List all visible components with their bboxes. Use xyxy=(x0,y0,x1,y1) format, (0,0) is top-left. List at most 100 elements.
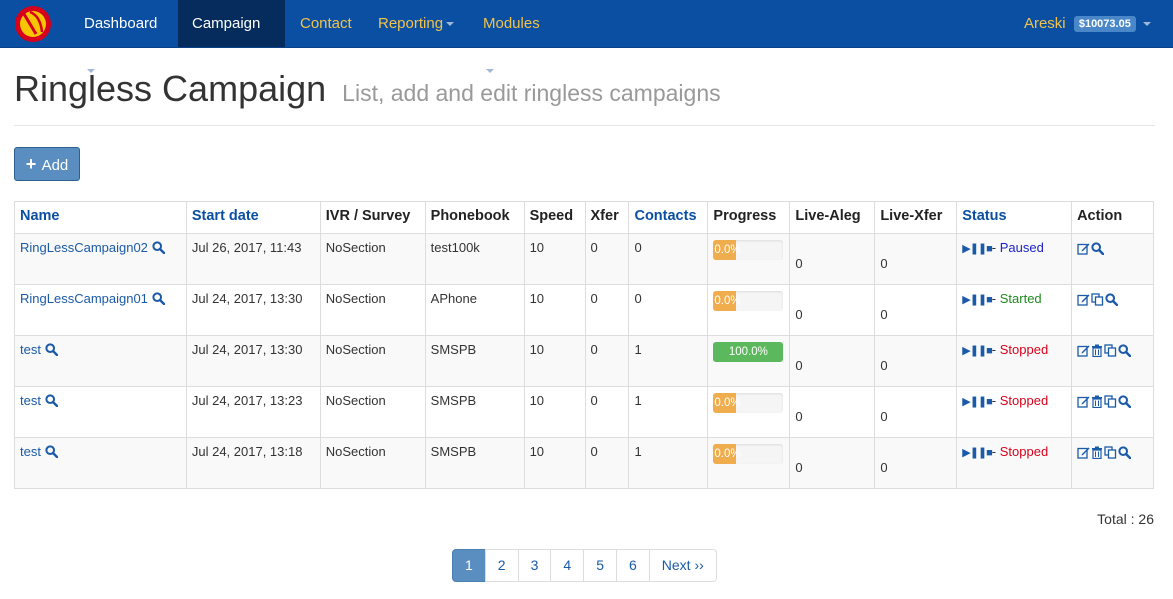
campaign-name-link[interactable]: test xyxy=(20,393,58,408)
search-icon[interactable] xyxy=(44,393,58,408)
edit-icon[interactable] xyxy=(1077,342,1091,357)
status-text: Paused xyxy=(999,240,1044,255)
search-icon[interactable] xyxy=(1118,342,1132,358)
pause-icon[interactable]: ❚❚ xyxy=(969,396,987,408)
pause-icon[interactable]: ❚❚ xyxy=(969,345,987,357)
progress-bar: 0.0% xyxy=(713,240,784,260)
column-header-status[interactable]: Status xyxy=(956,201,1073,234)
cell-action xyxy=(1071,437,1154,489)
campaign-name: test xyxy=(20,444,41,459)
trash-icon[interactable] xyxy=(1091,393,1104,409)
pause-icon[interactable]: ❚❚ xyxy=(969,294,987,306)
progress-text: 0.0% xyxy=(714,295,741,307)
cell-live-aleg: 0 xyxy=(789,335,876,387)
campaign-name-link[interactable]: RingLessCampaign01 xyxy=(20,291,165,306)
edit-icon[interactable] xyxy=(1077,393,1091,408)
campaign-name-link[interactable]: test xyxy=(20,342,58,357)
chevron-down-icon xyxy=(446,22,455,27)
progress-fill xyxy=(713,444,737,464)
trash-icon[interactable] xyxy=(1091,342,1104,358)
cell-contacts: 1 xyxy=(628,335,709,387)
search-icon[interactable] xyxy=(151,291,165,306)
nav-contact[interactable]: Contact xyxy=(286,0,364,47)
play-icon[interactable]: ▶ xyxy=(962,447,971,459)
cell-phonebook: SMSPB xyxy=(424,386,525,438)
cell-phonebook: test100k xyxy=(424,233,525,285)
search-icon[interactable] xyxy=(1118,393,1132,409)
search-icon[interactable] xyxy=(44,444,58,459)
cell-phonebook: SMSPB xyxy=(424,437,525,489)
campaign-name-link[interactable]: RingLessCampaign02 xyxy=(20,240,165,255)
column-header-action: Action xyxy=(1071,201,1154,234)
search-icon[interactable] xyxy=(1118,444,1132,460)
cell-xfer: 0 xyxy=(584,437,630,489)
column-header-live-aleg: Live-Aleg xyxy=(789,201,876,234)
cell-contacts: 0 xyxy=(628,284,709,336)
pause-icon[interactable]: ❚❚ xyxy=(969,243,987,255)
cell-start-date: Jul 24, 2017, 13:23 xyxy=(185,386,321,438)
page-4-button[interactable]: 4 xyxy=(550,549,585,582)
table-row: RingLessCampaign02 Jul 26, 2017, 11:43 No… xyxy=(14,233,1154,285)
page-6-button[interactable]: 6 xyxy=(615,549,650,582)
progress-text: 0.0% xyxy=(714,397,741,409)
column-header-progress: Progress xyxy=(707,201,791,234)
search-icon[interactable] xyxy=(151,240,165,255)
cell-ivr-survey: NoSection xyxy=(319,335,426,387)
column-header-phonebook: Phonebook xyxy=(424,201,525,234)
progress-text: 0.0% xyxy=(714,244,741,256)
play-icon[interactable]: ▶ xyxy=(962,396,971,408)
copy-icon[interactable] xyxy=(1091,291,1105,306)
cell-start-date: Jul 24, 2017, 13:30 xyxy=(185,335,321,387)
page-1-button[interactable]: 1 xyxy=(452,549,486,582)
stop-icon[interactable]: ■ xyxy=(986,447,993,459)
cell-speed: 10 xyxy=(523,386,586,438)
copy-icon[interactable] xyxy=(1104,393,1118,408)
page-title-text: Ringless Campaign xyxy=(14,68,327,109)
cell-progress: 0.0% xyxy=(707,233,791,285)
pause-icon[interactable]: ❚❚ xyxy=(969,447,987,459)
stop-icon[interactable]: ■ xyxy=(986,396,993,408)
page-5-button[interactable]: 5 xyxy=(583,549,617,582)
cell-progress: 100.0% xyxy=(707,335,791,387)
cell-action xyxy=(1071,284,1154,336)
column-header-contacts[interactable]: Contacts xyxy=(628,201,709,234)
nav-dashboard[interactable]: Dashboard xyxy=(70,0,162,74)
search-icon[interactable] xyxy=(1091,240,1105,256)
cell-speed: 10 xyxy=(523,335,586,387)
page-3-button[interactable]: 3 xyxy=(517,549,552,582)
column-header-name[interactable]: Name xyxy=(14,201,187,234)
app-logo-icon[interactable] xyxy=(14,5,52,43)
column-header-start-date[interactable]: Start date xyxy=(185,201,321,234)
nav-reporting[interactable]: Reporting xyxy=(364,0,469,47)
cell-status: ▶❚❚■- Stopped xyxy=(956,386,1073,438)
play-icon[interactable]: ▶ xyxy=(962,243,971,255)
campaign-table: Name Start date IVR / Survey Phonebook S… xyxy=(14,201,1154,489)
status-prefix: - xyxy=(991,444,1000,459)
search-icon[interactable] xyxy=(44,342,58,357)
copy-icon[interactable] xyxy=(1104,444,1118,459)
cell-status: ▶❚❚■- Stopped xyxy=(956,335,1073,387)
stop-icon[interactable]: ■ xyxy=(986,294,993,306)
trash-icon[interactable] xyxy=(1091,444,1104,460)
cell-name: test xyxy=(14,386,187,438)
page-2-button[interactable]: 2 xyxy=(484,549,519,582)
campaign-name-link[interactable]: test xyxy=(20,444,58,459)
user-menu[interactable]: Areski $10073.05 xyxy=(1024,0,1151,47)
play-icon[interactable]: ▶ xyxy=(962,345,971,357)
cell-action xyxy=(1071,233,1154,285)
stop-icon[interactable]: ■ xyxy=(986,345,993,357)
edit-icon[interactable] xyxy=(1077,240,1091,255)
play-icon[interactable]: ▶ xyxy=(962,294,971,306)
copy-icon[interactable] xyxy=(1104,342,1118,357)
next-page-button[interactable]: Next ›› xyxy=(648,549,717,582)
search-icon[interactable] xyxy=(1105,291,1119,307)
nav-campaign[interactable]: Campaign xyxy=(178,0,285,47)
add-campaign-button[interactable]: + Add xyxy=(14,147,80,181)
nav-modules[interactable]: Modules xyxy=(469,0,561,74)
cell-speed: 10 xyxy=(523,233,586,285)
chevron-down-icon xyxy=(1143,22,1151,27)
cell-progress: 0.0% xyxy=(707,386,791,438)
edit-icon[interactable] xyxy=(1077,444,1091,459)
edit-icon[interactable] xyxy=(1077,291,1091,306)
stop-icon[interactable]: ■ xyxy=(986,243,993,255)
